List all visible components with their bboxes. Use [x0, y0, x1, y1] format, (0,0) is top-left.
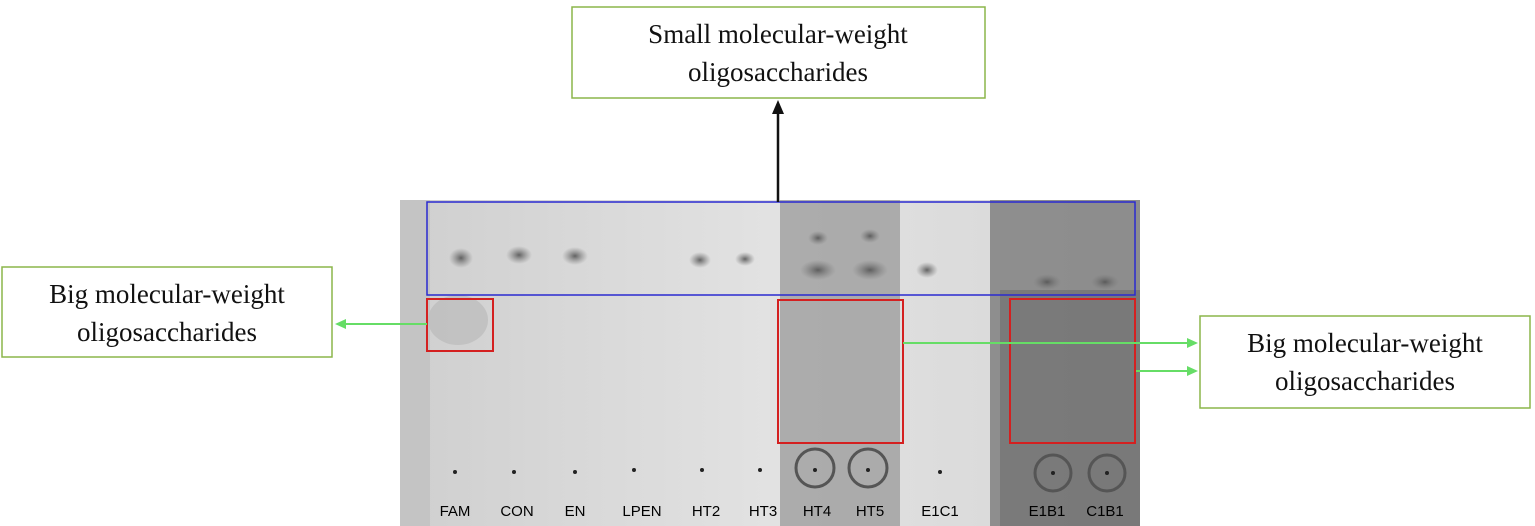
lane-labels: FAM CON EN LPEN HT2 HT3 HT4 HT5 E1C1 E1B1 C1B1 — [440, 503, 1124, 520]
note-text: Big molecular-weight — [1247, 328, 1483, 358]
green-arrows — [335, 319, 1198, 376]
note-text: oligosaccharides — [77, 317, 257, 347]
note-text: oligosaccharides — [688, 57, 868, 87]
lane-label: FAM — [440, 503, 471, 520]
note-text: Small molecular-weight — [648, 19, 908, 49]
lane-label: LPEN — [622, 503, 661, 520]
lane-label: C1B1 — [1086, 503, 1124, 520]
lane-label: CON — [500, 503, 533, 520]
lane-label: E1C1 — [921, 503, 959, 520]
lane-label: EN — [565, 503, 586, 520]
lane-label: HT4 — [803, 503, 831, 520]
tlc-plate — [400, 200, 1140, 526]
note-text: oligosaccharides — [1275, 366, 1455, 396]
black-arrow — [772, 100, 784, 202]
note-text: Big molecular-weight — [49, 279, 285, 309]
note-boxes — [1, 6, 1531, 409]
lane-label: E1B1 — [1029, 503, 1066, 520]
lane-label: HT3 — [749, 503, 777, 520]
small-region-box — [426, 201, 1136, 296]
lane-label: HT2 — [692, 503, 720, 520]
big-region-boxes — [426, 298, 1136, 444]
lane-label: HT5 — [856, 503, 884, 520]
